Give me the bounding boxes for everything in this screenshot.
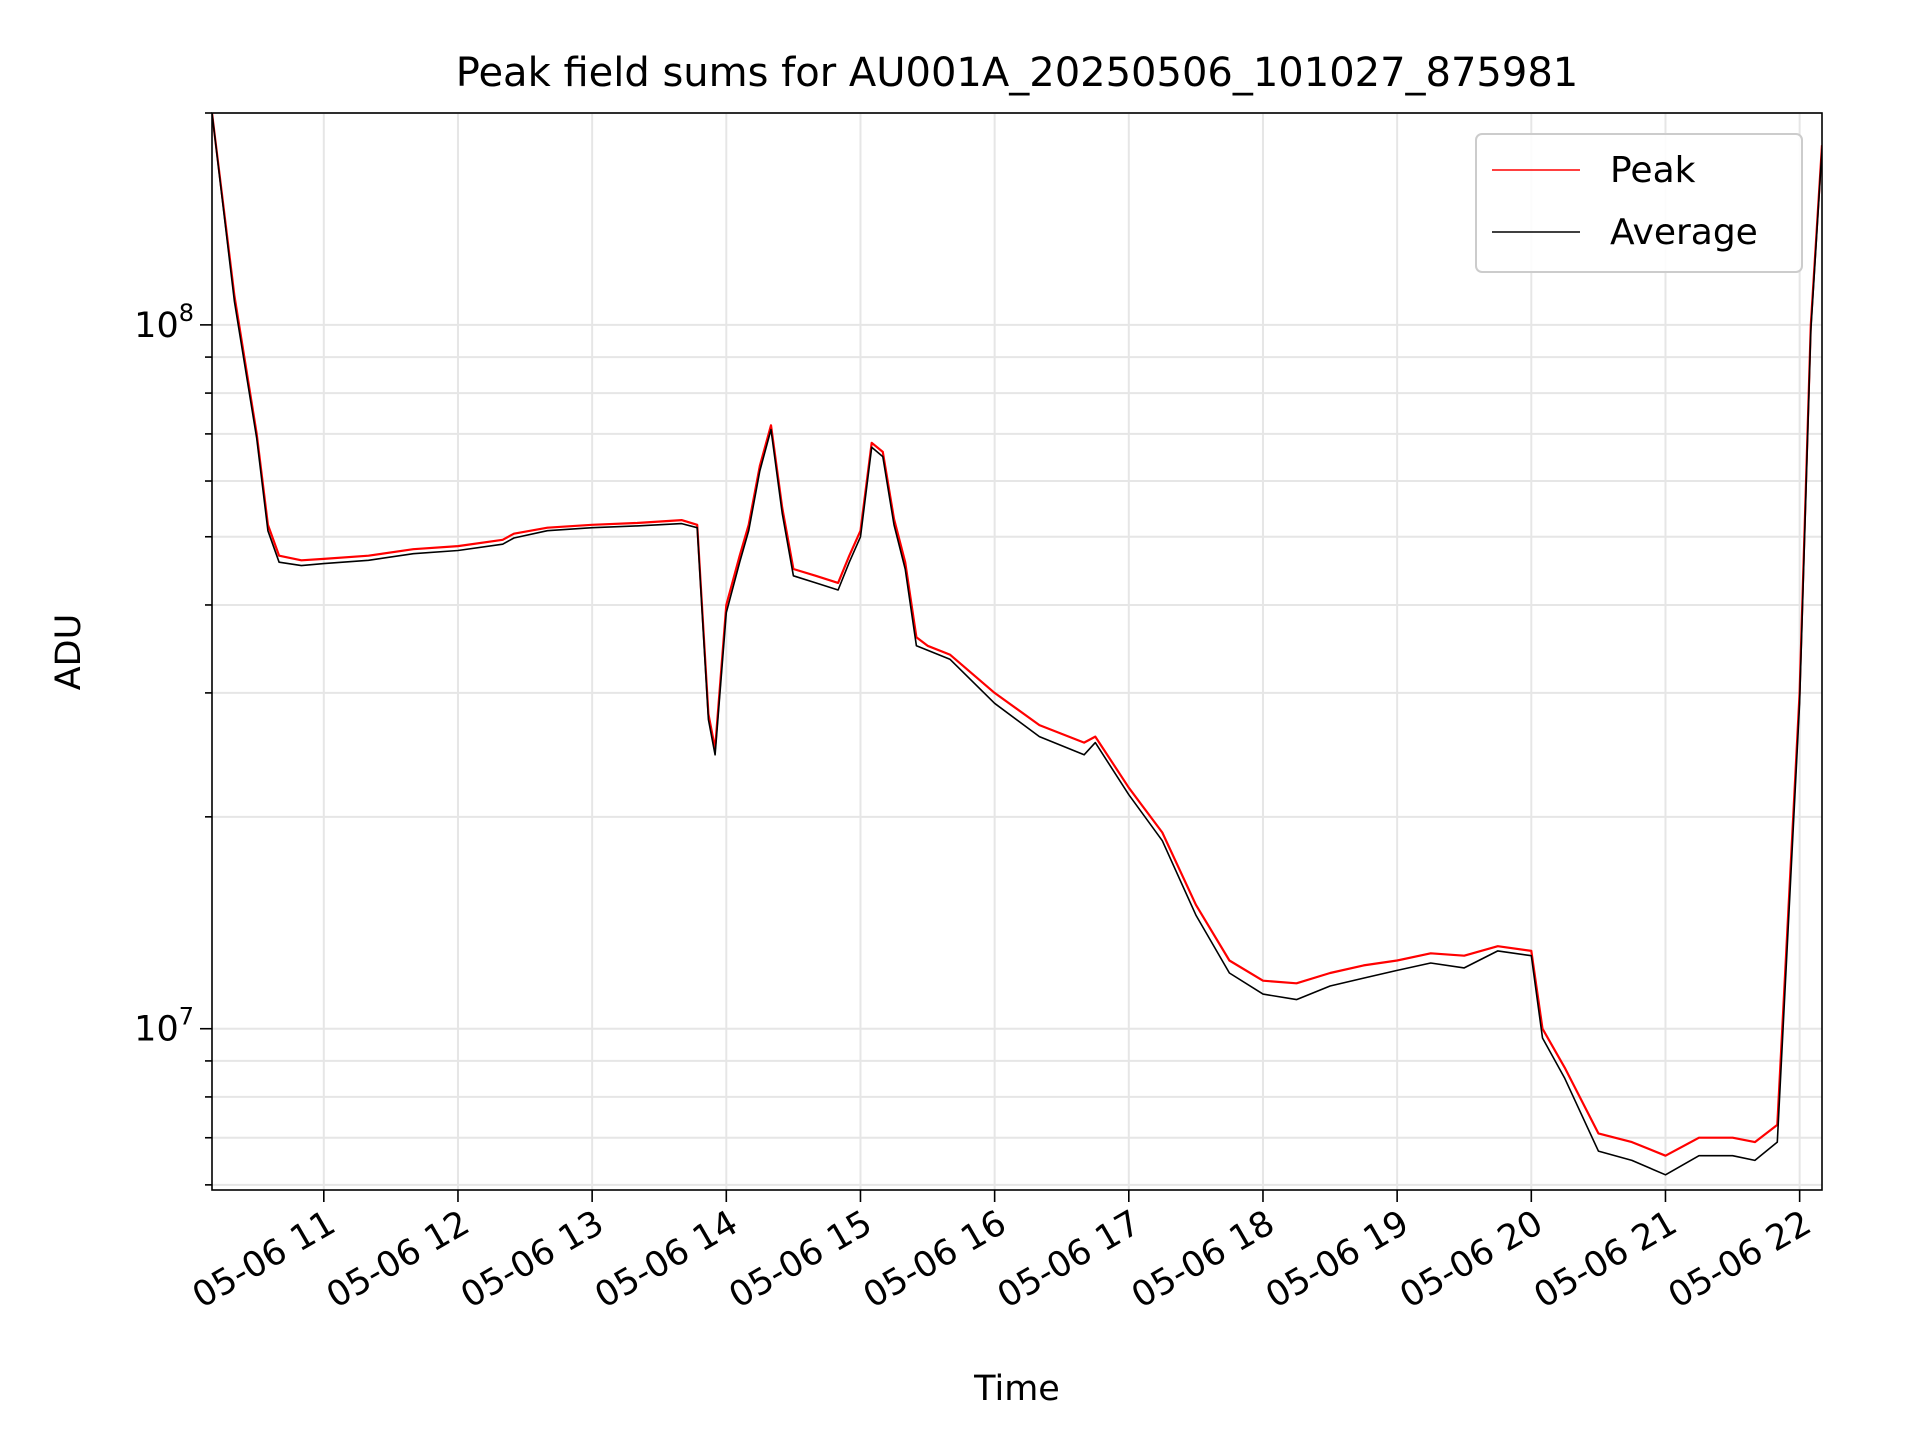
plot-area-background <box>212 113 1822 1190</box>
series-lines <box>212 113 1822 1176</box>
series-line-average <box>212 113 1822 1176</box>
y-axis-label: ADU <box>49 614 89 691</box>
y-tick-label: 108 <box>134 299 194 346</box>
plot-frame <box>211 112 1823 1191</box>
legend-label-average: Average <box>1610 212 1758 253</box>
legend-box <box>1475 133 1803 273</box>
legend: Peak Average <box>1475 133 1803 273</box>
chart-title: Peak field sums for AU001A_20250506_1010… <box>456 50 1578 96</box>
legend-label-peak: Peak <box>1610 150 1696 191</box>
x-axis-label: Time <box>973 1369 1060 1409</box>
series-line-peak <box>212 113 1822 1157</box>
grid-lines <box>212 112 1822 1190</box>
y-tick-label: 107 <box>134 1003 194 1050</box>
